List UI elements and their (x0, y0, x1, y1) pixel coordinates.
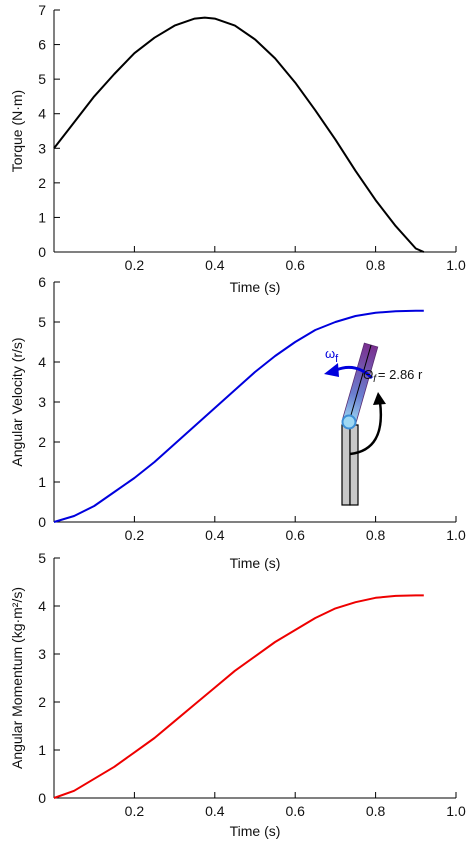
y-tick-label-0-5: 5 (38, 71, 46, 87)
rotation-illustration: ωf Θf = 2.86 r (324, 342, 423, 506)
theta-arc-arrow (349, 401, 383, 456)
pivot-joint (341, 414, 357, 430)
omega-arrow-head-icon (324, 363, 339, 377)
series-line-2-0 (53, 594, 424, 799)
theta-label: Θf = 2.86 r (363, 367, 423, 385)
y-axis-label-2: Angular Momentum (kg·m²/s) (9, 587, 25, 769)
theta-arc-arrow-head-icon (373, 392, 386, 405)
chart-panel-1: 0 1 2 3 4 5 6 0.2 0.4 0.6 0.8 1.0 Time (s) Angular Ve… (9, 274, 466, 571)
y-tick-label-1-1: 1 (38, 474, 46, 490)
y-tick-label-0-3: 3 (38, 140, 46, 156)
x-tick-label-1-3: 0.8 (366, 527, 386, 543)
x-tick-label-0-2: 0.6 (285, 257, 305, 273)
base-post-right (349, 424, 359, 506)
omega-subscript: f (335, 353, 339, 365)
y-tick-label-2-2: 2 (38, 694, 46, 710)
y-tick-label-1-3: 3 (38, 394, 46, 410)
y-tick-label-0-6: 6 (38, 37, 46, 53)
x-tick-label-1-0: 0.2 (125, 527, 145, 543)
x-tick-label-2-3: 0.8 (366, 803, 386, 819)
x-axis-label-1: Time (s) (230, 555, 281, 571)
theta-subscript: f (373, 374, 377, 385)
y-tick-label-0-1: 1 (38, 209, 46, 225)
x-tick-label-2-0: 0.2 (125, 803, 145, 819)
omega-label: ωf (325, 346, 339, 365)
y-tick-label-2-3: 3 (38, 646, 46, 662)
y-tick-label-2-4: 4 (38, 598, 46, 614)
x-axis-label-2: Time (s) (230, 823, 281, 839)
x-tick-label-0-4: 1.0 (446, 257, 466, 273)
y-tick-label-1-5: 5 (38, 314, 46, 330)
y-tick-label-0-4: 4 (38, 106, 46, 122)
y-axis-label-1: Angular Velocity (r/s) (9, 337, 25, 466)
base-post-left (341, 424, 351, 506)
chart-panel-0: 0 1 2 3 4 5 6 7 0.2 0.4 0.6 0.8 1.0 Time (s) Torque (N… (9, 2, 466, 295)
theta-value: = 2.86 r (378, 367, 423, 382)
rod-axis-line (348, 344, 372, 423)
y-tick-label-1-0: 0 (38, 514, 46, 530)
theta-symbol: Θ (363, 367, 373, 382)
y-tick-label-1-2: 2 (38, 434, 46, 450)
x-tick-label-0-0: 0.2 (125, 257, 145, 273)
y-tick-label-0-2: 2 (38, 175, 46, 191)
x-tick-label-2-1: 0.4 (205, 803, 225, 819)
x-tick-label-0-3: 0.8 (366, 257, 386, 273)
chart-panel-2: 0 1 2 3 4 5 0.2 0.4 0.6 0.8 1.0 Time (s) Angular Mom… (9, 550, 466, 839)
y-tick-label-0-7: 7 (38, 2, 46, 18)
x-tick-label-1-1: 0.4 (205, 527, 225, 543)
y-axis-label-0: Torque (N·m) (9, 90, 25, 172)
y-tick-label-1-6: 6 (38, 274, 46, 290)
series-line-0-0 (53, 16, 425, 253)
y-tick-label-2-1: 1 (38, 742, 46, 758)
x-tick-label-1-4: 1.0 (446, 527, 466, 543)
series-line-1-0 (53, 309, 424, 523)
omega-symbol: ω (325, 346, 335, 361)
charts-group: 0 1 2 3 4 5 6 7 0.2 0.4 0.6 0.8 1.0 Time (s) Torque (N… (9, 2, 466, 839)
y-tick-label-1-4: 4 (38, 354, 46, 370)
x-axis-label-0: Time (s) (230, 279, 281, 295)
y-tick-label-2-5: 5 (38, 550, 46, 566)
y-tick-label-2-0: 0 (38, 790, 46, 806)
x-tick-label-2-2: 0.6 (285, 803, 305, 819)
omega-arrow (335, 365, 374, 380)
x-tick-label-1-2: 0.6 (285, 527, 305, 543)
y-tick-label-0-0: 0 (38, 244, 46, 260)
x-tick-label-0-1: 0.4 (205, 257, 225, 273)
x-tick-label-2-4: 1.0 (446, 803, 466, 819)
